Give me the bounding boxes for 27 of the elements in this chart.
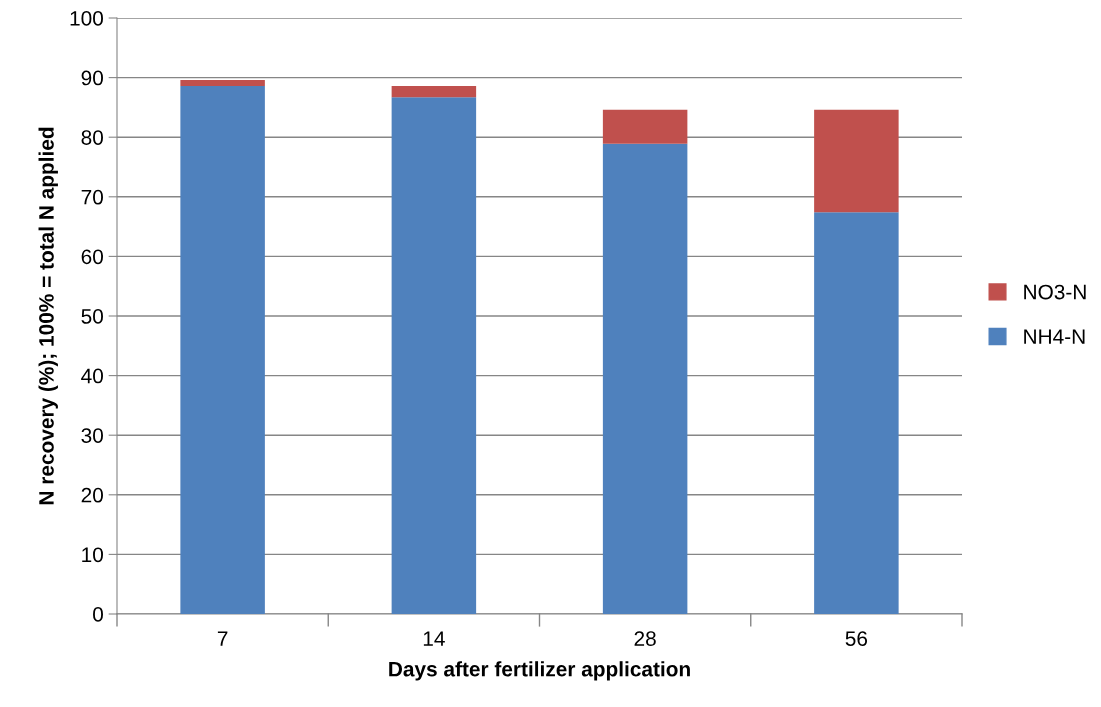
bar xyxy=(602,109,688,144)
y-tick-label: 30 xyxy=(81,428,103,443)
x-axis-title: Days after fertilizer application xyxy=(389,661,690,681)
y-tick-label: 40 xyxy=(81,368,103,384)
y-tick-label: 60 xyxy=(81,249,103,265)
x-tick-label: 28 xyxy=(634,631,656,646)
y-axis-title: N recovery (%); 100% = total N applied xyxy=(38,127,58,505)
bar xyxy=(180,79,265,86)
y-tick-label: 80 xyxy=(81,130,103,145)
y-tick-label: 50 xyxy=(81,309,103,324)
legend-label: NO3-N xyxy=(1024,284,1086,300)
y-tick-label: 10 xyxy=(82,547,103,563)
bar xyxy=(180,85,265,614)
y-tick-label: 70 xyxy=(81,189,103,205)
y-tick-label: 90 xyxy=(81,70,103,86)
x-tick-label: 56 xyxy=(845,631,868,646)
x-tick-label: 7 xyxy=(217,631,228,646)
bar xyxy=(602,143,688,614)
bar xyxy=(391,97,477,614)
x-tick-label: 14 xyxy=(423,631,445,646)
y-tick-label: 100 xyxy=(70,11,103,26)
bar xyxy=(814,212,899,614)
bar xyxy=(814,109,899,213)
legend-label: NH4-N xyxy=(1024,329,1085,344)
bar xyxy=(391,85,477,98)
y-tick-label: 20 xyxy=(81,487,103,503)
y-tick-label: 0 xyxy=(93,607,103,622)
